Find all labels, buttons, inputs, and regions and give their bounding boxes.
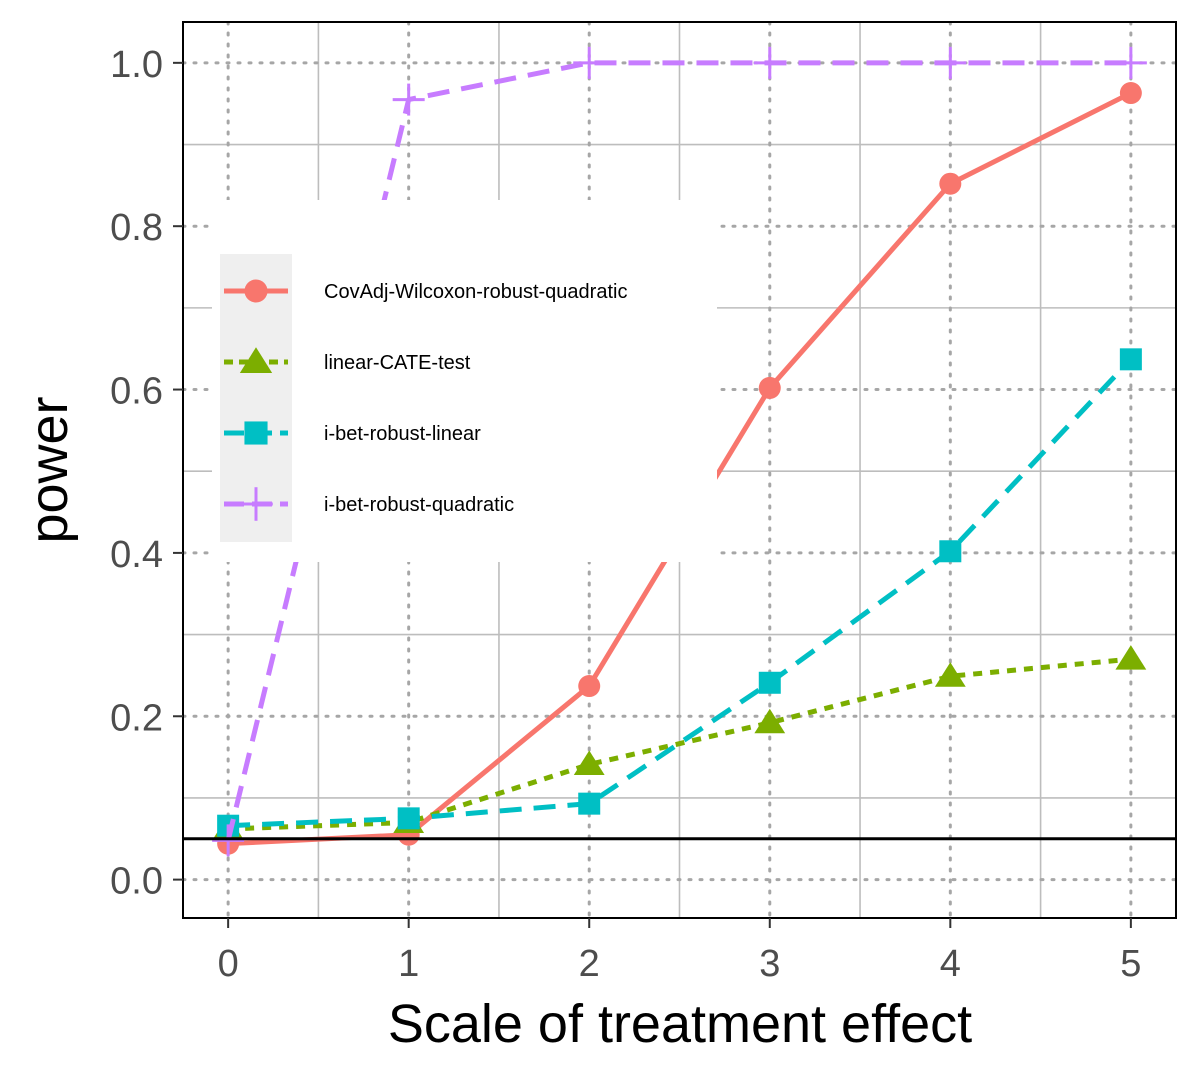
point-CovAdj-Wilcoxon-robust-quadratic-2 bbox=[578, 675, 601, 698]
legend-key-marker-CovAdj-Wilcoxon-robust-quadratic bbox=[244, 279, 268, 303]
point-i-bet-robust-quadratic-1 bbox=[392, 83, 425, 116]
legend-item-CovAdj-Wilcoxon-robust-quadratic: CovAdj-Wilcoxon-robust-quadratic bbox=[224, 279, 627, 303]
point-CovAdj-Wilcoxon-robust-quadratic-4 bbox=[939, 172, 962, 195]
legend-key-marker-i-bet-robust-linear bbox=[244, 421, 268, 445]
series-i-bet-robust-linear bbox=[217, 348, 1142, 837]
legend-label-CovAdj-Wilcoxon-robust-quadratic: CovAdj-Wilcoxon-robust-quadratic bbox=[324, 281, 627, 303]
legend: CovAdj-Wilcoxon-robust-quadratic linear-C… bbox=[212, 200, 717, 562]
x-tick-label-5: 5 bbox=[1120, 943, 1141, 985]
point-CovAdj-Wilcoxon-robust-quadratic-5 bbox=[1119, 82, 1142, 105]
y-tick-label-0.2: 0.2 bbox=[110, 697, 163, 739]
x-tick-label-1: 1 bbox=[398, 943, 419, 985]
legend-label-i-bet-robust-quadratic: i-bet-robust-quadratic bbox=[324, 494, 514, 516]
series-line-linear-CATE-test bbox=[228, 656, 1132, 832]
point-i-bet-robust-quadratic-3 bbox=[753, 46, 786, 79]
y-axis-ticks: 0.0 0.2 0.4 0.6 0.8 1.0 bbox=[110, 44, 183, 903]
y-tick-label-1.0: 1.0 bbox=[110, 44, 163, 86]
y-tick-label-0.4: 0.4 bbox=[110, 534, 163, 576]
point-linear-CATE-test-2 bbox=[573, 750, 605, 775]
point-CovAdj-Wilcoxon-robust-quadratic-3 bbox=[758, 376, 781, 399]
point-i-bet-robust-linear-4 bbox=[939, 540, 962, 563]
point-i-bet-robust-linear-5 bbox=[1119, 348, 1142, 371]
x-tick-label-2: 2 bbox=[579, 943, 600, 985]
x-axis-ticks: 0 1 2 3 4 5 bbox=[218, 918, 1141, 985]
series-line-i-bet-robust-linear bbox=[228, 357, 1133, 829]
x-tick-label-0: 0 bbox=[218, 943, 239, 985]
legend-item-i-bet-robust-quadratic: i-bet-robust-quadratic bbox=[224, 487, 514, 521]
series-line-i-bet-robust-quadratic bbox=[225, 60, 1131, 841]
legend-key-marker-i-bet-robust-quadratic bbox=[239, 487, 273, 521]
series-i-bet-robust-quadratic bbox=[212, 46, 1147, 857]
panel-border bbox=[182, 21, 1177, 919]
legend-item-linear-CATE-test: linear-CATE-test bbox=[224, 347, 471, 374]
point-i-bet-robust-quadratic-2 bbox=[573, 46, 606, 79]
y-axis-title: power bbox=[19, 396, 79, 543]
x-tick-label-3: 3 bbox=[759, 943, 780, 985]
point-i-bet-robust-quadratic-0 bbox=[212, 824, 245, 857]
point-i-bet-robust-quadratic-4 bbox=[934, 46, 967, 79]
point-i-bet-robust-linear-3 bbox=[758, 671, 781, 694]
legend-item-i-bet-robust-linear: i-bet-robust-linear bbox=[224, 421, 481, 445]
legend-label-i-bet-robust-linear: i-bet-robust-linear bbox=[324, 423, 481, 445]
y-tick-label-0.8: 0.8 bbox=[110, 207, 163, 249]
point-i-bet-robust-linear-2 bbox=[578, 792, 601, 815]
legend-background bbox=[212, 200, 717, 562]
point-i-bet-robust-linear-1 bbox=[397, 807, 420, 830]
x-axis-title: Scale of treatment effect bbox=[388, 994, 972, 1054]
y-tick-label-0.6: 0.6 bbox=[110, 371, 163, 413]
point-i-bet-robust-quadratic-5 bbox=[1114, 46, 1147, 79]
legend-key-marker-linear-CATE-test bbox=[239, 347, 273, 374]
point-linear-CATE-test-5 bbox=[1115, 645, 1147, 670]
point-linear-CATE-test-4 bbox=[934, 662, 966, 687]
legend-label-linear-CATE-test: linear-CATE-test bbox=[324, 352, 471, 374]
x-tick-label-4: 4 bbox=[940, 943, 961, 985]
y-tick-label-0.0: 0.0 bbox=[110, 861, 163, 903]
point-linear-CATE-test-3 bbox=[754, 708, 786, 734]
